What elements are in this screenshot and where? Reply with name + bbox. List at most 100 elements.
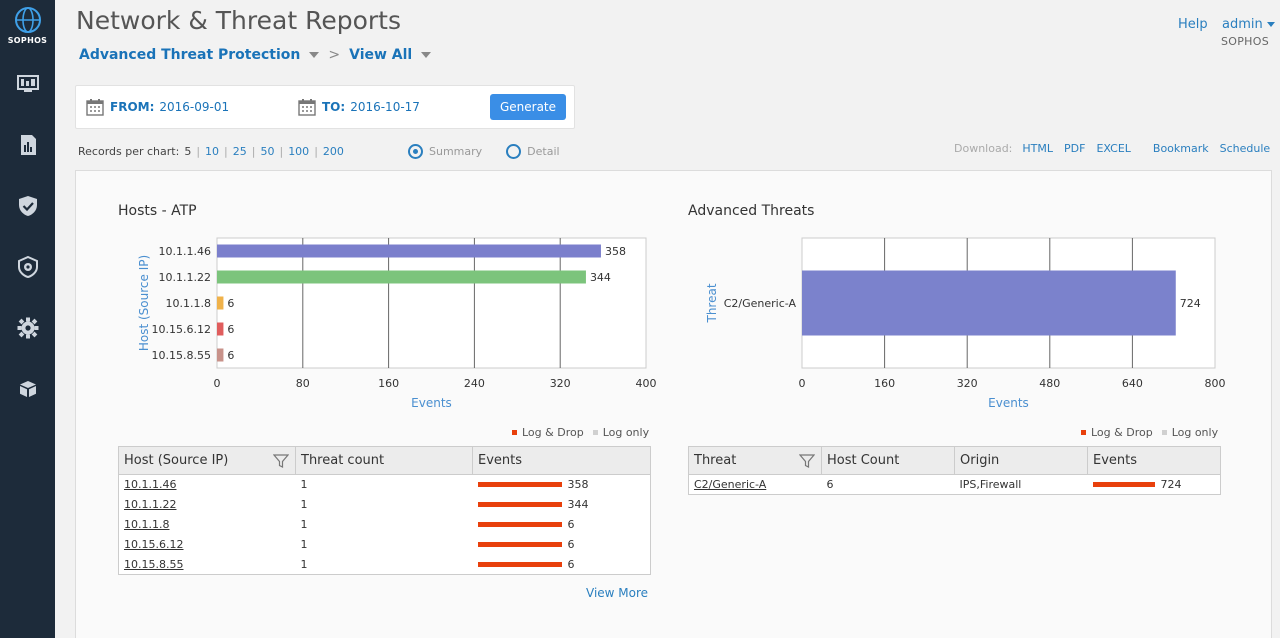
gear-icon[interactable] xyxy=(16,316,40,340)
table-header-row: Host (Source IP) Threat count Events xyxy=(118,446,651,475)
data-label: 344 xyxy=(590,271,611,284)
bar[interactable] xyxy=(217,270,586,284)
shield-gear-icon[interactable] xyxy=(16,255,40,279)
caret-down-icon xyxy=(1266,22,1275,27)
legend-log-only[interactable]: Log only xyxy=(592,426,649,439)
host-link[interactable]: 10.15.6.12 xyxy=(124,538,184,551)
report-icon[interactable] xyxy=(16,133,40,157)
col-host-count[interactable]: Host Count xyxy=(821,446,955,475)
shield-check-icon[interactable] xyxy=(16,194,40,218)
filter-icon[interactable] xyxy=(273,453,289,469)
host-link[interactable]: 10.1.1.8 xyxy=(124,518,170,531)
bookmark-link[interactable]: Bookmark xyxy=(1152,142,1209,155)
records-option-10[interactable]: 10 xyxy=(205,145,220,158)
hosts-table: Host (Source IP) Threat count Events 10.… xyxy=(118,446,651,575)
legend-swatch xyxy=(512,430,517,435)
breadcrumb-category[interactable]: Advanced Threat Protection xyxy=(79,47,320,63)
download-pdf-link[interactable]: PDF xyxy=(1064,142,1086,155)
events-value: 724 xyxy=(1160,478,1182,491)
threat-count-cell: 1 xyxy=(300,557,308,571)
origin-cell: IPS,Firewall xyxy=(959,478,1022,491)
records-option-5[interactable]: 5 xyxy=(184,145,192,158)
events-cell: 724 xyxy=(1088,475,1221,495)
records-option-50[interactable]: 50 xyxy=(260,145,275,158)
col-events[interactable]: Events xyxy=(1087,446,1221,475)
user-menu[interactable]: admin xyxy=(1222,17,1275,32)
y-tick-label: C2/Generic-A xyxy=(724,297,797,310)
detail-label[interactable]: Detail xyxy=(527,145,560,158)
records-per-chart: Records per chart: 5 | 10 | 25 | 50 | 10… xyxy=(78,145,344,158)
box-icon[interactable] xyxy=(16,377,40,401)
col-host[interactable]: Host (Source IP) xyxy=(118,446,296,475)
x-tick-label: 160 xyxy=(378,377,399,390)
host-link[interactable]: 10.1.1.46 xyxy=(124,478,177,492)
legend-log-only[interactable]: Log only xyxy=(1161,426,1218,439)
threats-table: Threat Host Count Origin Events C2/Gener… xyxy=(688,446,1221,495)
to-date-picker[interactable]: TO: 2016-10-17 xyxy=(298,98,420,116)
col-threat[interactable]: Threat xyxy=(688,446,822,475)
records-option-25[interactable]: 25 xyxy=(232,145,247,158)
view-more-link[interactable]: View More xyxy=(586,586,649,600)
events-value: 6 xyxy=(567,557,575,571)
bar[interactable] xyxy=(217,348,224,362)
x-tick-label: 640 xyxy=(1122,377,1143,390)
events-value: 358 xyxy=(567,478,589,492)
y-tick-label: 10.15.6.12 xyxy=(152,323,211,336)
threat-count-cell: 1 xyxy=(300,538,308,551)
org-name: SOPHOS xyxy=(1221,35,1269,48)
events-cell: 6 xyxy=(473,555,651,575)
threat-link[interactable]: C2/Generic-A xyxy=(694,478,767,491)
detail-radio[interactable] xyxy=(506,144,522,159)
table-header-row: Threat Host Count Origin Events xyxy=(688,446,1221,475)
legend-swatch xyxy=(1081,430,1086,435)
generate-button[interactable]: Generate xyxy=(490,94,566,120)
view-mode-toggle: Summary Detail xyxy=(408,144,584,159)
bar[interactable] xyxy=(217,322,224,336)
schedule-link[interactable]: Schedule xyxy=(1219,142,1271,155)
download-html-link[interactable]: HTML xyxy=(1022,142,1054,155)
chevron-down-icon xyxy=(309,52,320,58)
calendar-icon xyxy=(86,99,104,116)
events-cell: 6 xyxy=(473,535,651,555)
data-label: 724 xyxy=(1180,297,1201,310)
bar[interactable] xyxy=(802,270,1176,336)
legend-swatch xyxy=(1161,430,1167,435)
host-link[interactable]: 10.15.8.55 xyxy=(124,557,184,571)
legend-log-drop[interactable]: Log & Drop xyxy=(1081,426,1153,439)
legend-log-drop[interactable]: Log & Drop xyxy=(512,426,584,439)
events-bar xyxy=(1092,482,1155,487)
summary-radio[interactable] xyxy=(408,144,423,159)
hosts-legend: Log & Drop Log only xyxy=(503,426,649,439)
col-origin[interactable]: Origin xyxy=(954,446,1088,475)
summary-label[interactable]: Summary xyxy=(429,145,483,158)
x-tick-label: 80 xyxy=(296,377,310,390)
download-label: Download: xyxy=(954,142,1013,155)
from-date-picker[interactable]: FROM: 2016-09-01 xyxy=(86,98,229,116)
x-tick-label: 320 xyxy=(957,377,978,390)
threats-bar-chart: 0 160 320 480 640 800 C2/Generic-A 724 Events Thr… xyxy=(705,237,1226,410)
col-threat-count[interactable]: Threat count xyxy=(295,446,473,475)
calendar-icon xyxy=(298,99,316,116)
bar[interactable] xyxy=(217,244,601,258)
help-link[interactable]: Help xyxy=(1178,17,1208,32)
filter-icon[interactable] xyxy=(799,453,815,469)
breadcrumb-view[interactable]: View All xyxy=(349,47,432,63)
monitor-icon[interactable] xyxy=(16,72,40,96)
page-title: Network & Threat Reports xyxy=(76,6,401,35)
y-tick-label: 10.1.1.46 xyxy=(159,245,211,258)
records-option-200[interactable]: 200 xyxy=(322,145,344,158)
events-cell: 344 xyxy=(473,495,651,515)
data-label: 6 xyxy=(227,323,234,336)
table-row: 10.1.1.22 1 344 xyxy=(119,495,651,515)
y-axis-label: Host (Source IP) xyxy=(137,255,151,351)
data-label: 6 xyxy=(227,349,234,362)
plot-area xyxy=(216,237,647,369)
table-row: 10.15.6.12 1 6 xyxy=(119,535,651,555)
host-link[interactable]: 10.1.1.22 xyxy=(124,498,177,511)
records-option-100[interactable]: 100 xyxy=(288,145,310,158)
download-excel-link[interactable]: EXCEL xyxy=(1096,142,1131,155)
bar[interactable] xyxy=(217,296,224,310)
col-events[interactable]: Events xyxy=(472,446,651,475)
x-tick-label: 240 xyxy=(464,377,485,390)
sophos-logo[interactable]: SOPHOS xyxy=(0,6,55,45)
